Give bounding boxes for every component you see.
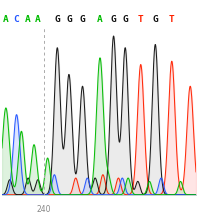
- Text: G: G: [66, 15, 72, 24]
- Text: 240: 240: [36, 205, 51, 214]
- Text: A: A: [3, 15, 9, 24]
- Text: T: T: [169, 15, 175, 24]
- Text: G: G: [122, 15, 128, 24]
- Text: T: T: [138, 15, 144, 24]
- Text: G: G: [152, 15, 158, 24]
- Text: G: G: [111, 15, 116, 24]
- Text: A: A: [97, 15, 103, 24]
- Text: C: C: [14, 15, 19, 24]
- Text: G: G: [80, 15, 85, 24]
- Text: A: A: [35, 15, 41, 24]
- Text: A: A: [25, 15, 31, 24]
- Text: G: G: [54, 15, 60, 24]
